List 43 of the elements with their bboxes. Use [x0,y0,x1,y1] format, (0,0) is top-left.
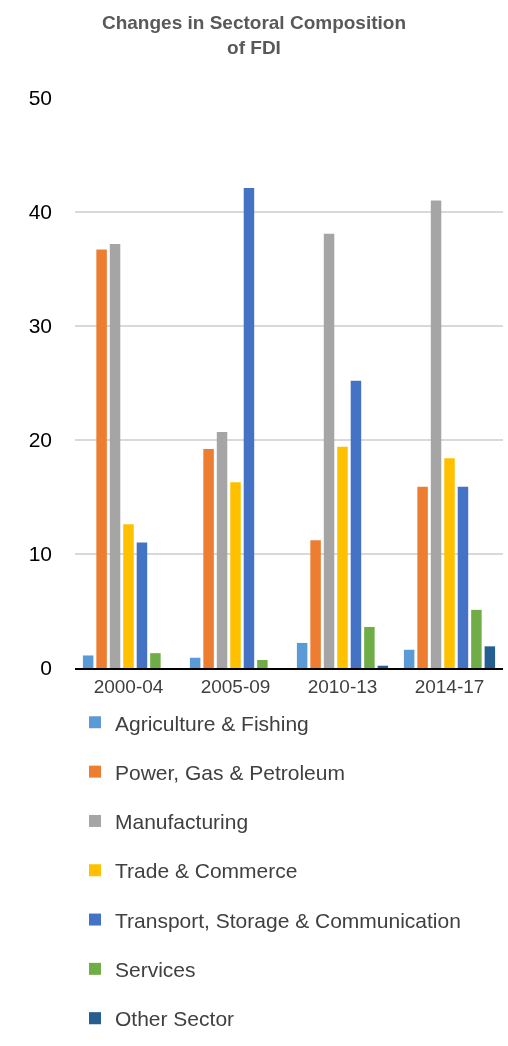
legend-label: Manufacturing [115,810,249,834]
bar [96,249,107,668]
bar [203,449,214,668]
bar [150,653,161,668]
legend-label: Trade & Commerce [115,859,298,883]
legend-label: Other Sector [115,1007,235,1031]
bar [123,524,134,668]
y-tick-label: 30 [28,314,52,338]
y-tick-label: 40 [28,200,52,224]
x-tick-label: 2010-13 [307,675,378,697]
bar [430,200,442,668]
bar [136,542,148,668]
bar [457,486,469,668]
bar [403,649,415,668]
y-tick-label: 50 [28,86,52,110]
y-tick-label: 20 [28,428,52,452]
bar [444,458,455,668]
bar [243,188,255,668]
bar [109,243,121,668]
bar [484,646,496,668]
x-tick-label: 2014-17 [414,675,485,697]
bar [296,642,308,668]
legend-label: Power, Gas & Petroleum [115,760,345,784]
bar [230,482,241,668]
bar [417,486,428,668]
legend-label: Services [115,958,196,982]
bar [216,432,228,668]
bar [471,609,482,668]
bar [257,660,268,668]
y-tick-label: 10 [28,542,52,566]
bar [82,655,94,668]
x-tick-label: 2000-04 [93,675,164,697]
x-tick-label: 2005-09 [200,675,271,697]
bar [337,446,348,668]
bar [323,233,335,668]
bar [350,380,362,668]
bar [189,657,201,668]
legend-label: Transport, Storage & Communication [115,908,461,932]
legend-label: Agriculture & Fishing [115,711,309,735]
y-tick-label: 0 [40,656,52,680]
bar [364,626,375,668]
chart-title: Changes in Sectoral Composition of FDI [101,12,407,58]
bar [310,540,321,668]
